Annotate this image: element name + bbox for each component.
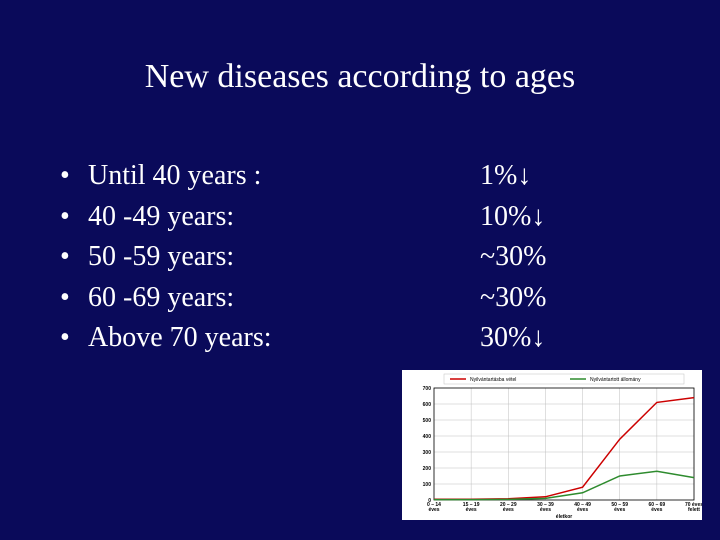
svg-text:500: 500	[423, 418, 432, 424]
svg-text:életkor: életkor	[556, 514, 572, 520]
svg-text:700: 700	[423, 386, 432, 392]
row-value: 10%↓	[480, 197, 546, 238]
svg-text:70 évesfelett: 70 évesfelett	[685, 502, 702, 513]
row-label: Above 70 years:	[88, 318, 272, 359]
page-title: New diseases according to ages	[0, 0, 720, 96]
bullet-icon: •	[60, 197, 88, 238]
list-item: •Until 40 years :	[60, 156, 420, 197]
svg-text:Nyilvántartott állomány: Nyilvántartott állomány	[590, 377, 641, 383]
svg-text:Nyilvántartásba vétel: Nyilvántartásba vétel	[470, 377, 516, 383]
row-label: Until 40 years :	[88, 156, 261, 197]
svg-text:0 – 14éves: 0 – 14éves	[427, 502, 441, 513]
bullet-list-container: •Until 40 years : •40 -49 years: •50 -59…	[0, 96, 720, 359]
list-item: •60 -69 years:	[60, 278, 420, 319]
list-item: •Above 70 years:	[60, 318, 420, 359]
row-value: 30%↓	[480, 318, 546, 359]
bullet-icon: •	[60, 237, 88, 278]
row-label: 40 -49 years:	[88, 197, 234, 238]
bullet-icon: •	[60, 156, 88, 197]
line-chart: 01002003004005006007000 – 14éves15 – 19é…	[402, 370, 702, 520]
row-value: ~30%	[480, 237, 546, 278]
values-column: 1%↓ 10%↓ ~30% ~30% 30%↓	[420, 156, 546, 359]
bullet-icon: •	[60, 278, 88, 319]
list-item: •50 -59 years:	[60, 237, 420, 278]
row-label: 60 -69 years:	[88, 278, 234, 319]
chart-svg: 01002003004005006007000 – 14éves15 – 19é…	[402, 370, 702, 520]
svg-text:300: 300	[423, 450, 432, 456]
list-item: •40 -49 years:	[60, 197, 420, 238]
row-value: ~30%	[480, 278, 546, 319]
bullet-icon: •	[60, 318, 88, 359]
svg-text:600: 600	[423, 402, 432, 408]
svg-text:200: 200	[423, 466, 432, 472]
row-value: 1%↓	[480, 156, 546, 197]
svg-text:100: 100	[423, 482, 432, 488]
svg-text:400: 400	[423, 434, 432, 440]
labels-column: •Until 40 years : •40 -49 years: •50 -59…	[60, 156, 420, 359]
row-label: 50 -59 years:	[88, 237, 234, 278]
